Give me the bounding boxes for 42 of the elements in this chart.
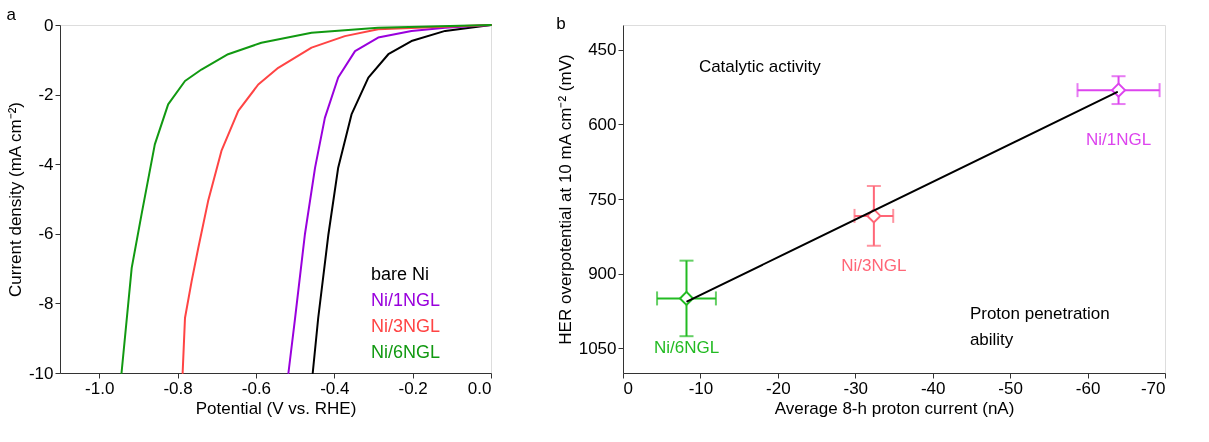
text: bare Ni <box>371 264 430 284</box>
y-tick-label: -2 <box>38 85 54 105</box>
x-tick-label: -1.0 <box>85 378 115 398</box>
y-tick-label: 600 <box>588 114 617 134</box>
x-tick-label: -60 <box>1075 378 1101 398</box>
x-tick-label: -0.4 <box>320 378 350 398</box>
y-tick-label: -8 <box>38 293 54 313</box>
x-tick-label: 0.0 <box>467 378 492 398</box>
annotation: Catalytic activity <box>698 56 822 76</box>
annotation: Proton penetration ability <box>969 303 1110 349</box>
y-tick-label: 450 <box>588 40 617 60</box>
x-tick-label: -30 <box>843 378 869 398</box>
x-tick-label: -20 <box>766 378 791 398</box>
point <box>1111 82 1127 98</box>
y-axis-title: HER overpotential at 10 mA cm⁻² (mV) <box>555 54 575 345</box>
text: Ni/6NGL <box>371 342 441 362</box>
chart-title: a <box>6 5 17 24</box>
y-tick-label: 900 <box>588 264 617 284</box>
text: Ni/3NGL <box>371 316 441 336</box>
y-tick-label: 750 <box>588 189 617 209</box>
x-tick-label: -10 <box>688 378 714 398</box>
y-axis-title: Current density (mA cm⁻²) <box>5 102 25 297</box>
x-tick-label: -0.8 <box>163 378 193 398</box>
y-tick-label: -6 <box>38 224 54 244</box>
text: Ni/1NGL <box>1085 130 1152 150</box>
line-series <box>120 24 492 374</box>
y-tick-label: 0 <box>44 15 54 35</box>
y-tick-label: -10 <box>28 363 54 383</box>
x-axis-title: Average 8-h proton current (nA) <box>774 398 1015 418</box>
x-tick-label: -40 <box>920 378 946 398</box>
text: Ni/3NGL <box>841 255 907 275</box>
x-tick-label: -0.2 <box>398 378 428 398</box>
text: Ni/1NGL <box>371 290 441 310</box>
x-axis-title: Potential (V vs. RHE) <box>195 398 357 418</box>
y-tick-label: 1050 <box>578 338 617 358</box>
x-tick-label: 0 <box>623 378 633 398</box>
text: Ni/6NGL <box>653 338 720 358</box>
y-tick-label: -4 <box>38 154 54 174</box>
x-tick-label: -70 <box>1140 378 1166 398</box>
x-tick-label: -50 <box>998 378 1023 398</box>
x-tick-label: -0.6 <box>241 378 272 398</box>
chart-title: b <box>556 14 566 33</box>
